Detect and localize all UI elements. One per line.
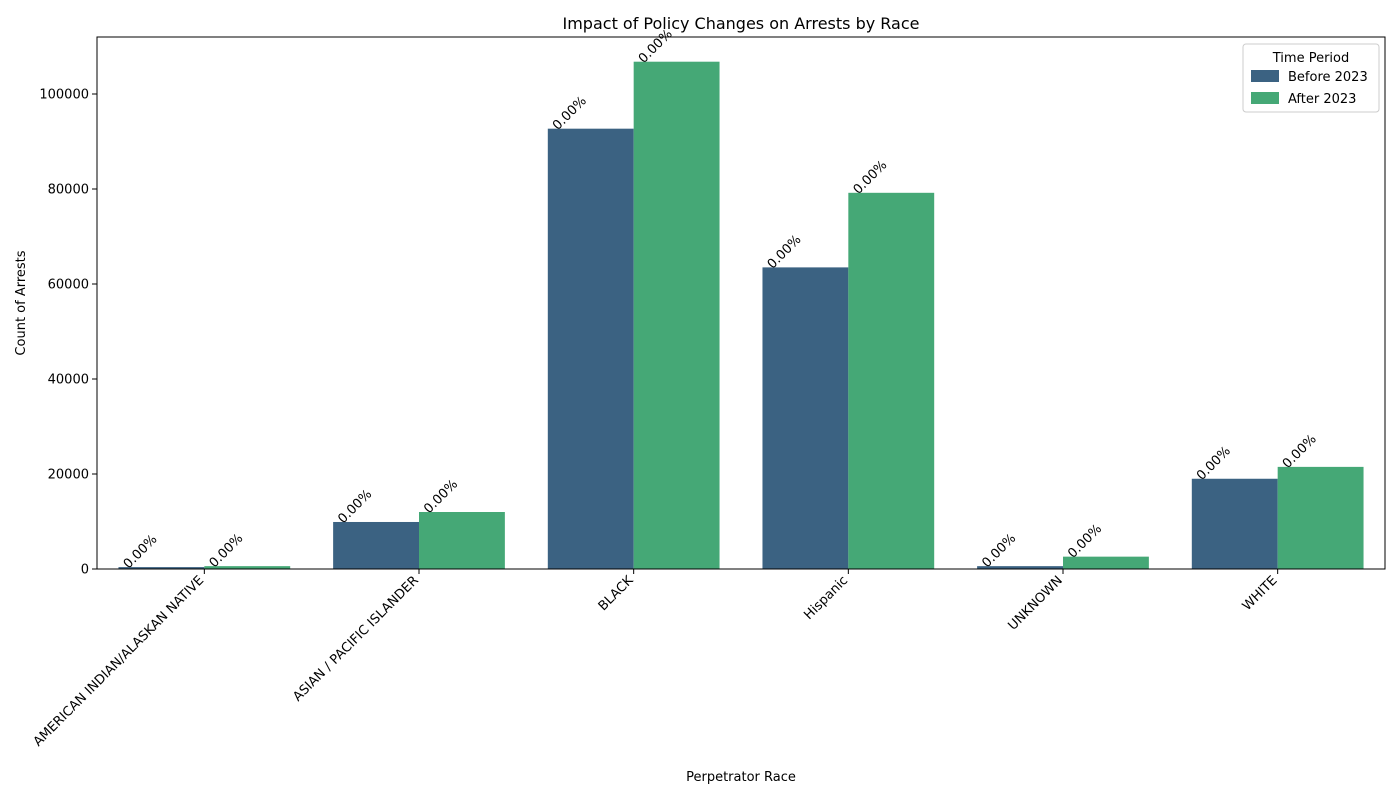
bar-value-label: 0.00% (1194, 444, 1234, 484)
y-tick-label: 60000 (48, 278, 89, 293)
legend-title: Time Period (1272, 51, 1349, 66)
x-tick-label: AMERICAN INDIAN/ALASKAN NATIVE (31, 573, 207, 749)
bar (762, 267, 849, 570)
bar (1063, 556, 1149, 569)
bar (977, 566, 1063, 569)
bar-value-label: 0.00% (851, 158, 891, 198)
y-tick-label: 40000 (48, 373, 89, 388)
bar-labels-layer: 0.00% 0.00% 0.00% 0.00% 0.00% 0.00% 0.00% 0.00%… (121, 27, 1320, 572)
bar (333, 521, 419, 569)
x-axis-label: Perpetrator Race (686, 770, 796, 785)
legend-items: Before 2023 After 2023 (1251, 70, 1368, 107)
legend-label: Before 2023 (1288, 70, 1368, 85)
bar (204, 566, 291, 569)
legend: Time Period Before 2023 After 2023 (1242, 43, 1380, 113)
bar (118, 567, 205, 569)
bars-layer (118, 61, 1364, 570)
legend-swatch (1251, 92, 1279, 104)
bar-value-label: 0.00% (1280, 432, 1320, 472)
y-tick-label: 80000 (48, 183, 89, 198)
y-tick-label: 0 (81, 563, 89, 578)
bar-value-label: 0.00% (1065, 522, 1105, 562)
bar-value-label: 0.00% (765, 232, 805, 272)
x-tick-label: UNKNOWN (1006, 573, 1066, 633)
bar (547, 128, 634, 569)
bar-value-label: 0.00% (335, 487, 375, 527)
y-axis-label: Count of Arrests (14, 250, 29, 355)
legend-swatch (1251, 70, 1279, 82)
bar (848, 192, 935, 570)
x-axis: AMERICAN INDIAN/ALASKAN NATIVE ASIAN / PA… (31, 569, 1281, 750)
bar-value-label: 0.00% (421, 477, 461, 517)
y-tick-label: 20000 (48, 468, 89, 483)
x-tick-label: Hispanic (801, 573, 851, 623)
x-tick-label: BLACK (596, 573, 637, 614)
x-tick-label: WHITE (1240, 573, 1281, 614)
bar-value-label: 0.00% (979, 531, 1019, 571)
bar (419, 512, 505, 569)
bar-value-label: 0.00% (121, 532, 161, 572)
plot-frame (96, 36, 1386, 570)
legend-label: After 2023 (1288, 92, 1356, 107)
y-axis: 0 20000 40000 60000 80000 100000 (39, 88, 97, 578)
chart-title: Impact of Policy Changes on Arrests by R… (563, 14, 920, 33)
y-tick-label: 100000 (39, 88, 89, 103)
bar (1277, 466, 1364, 570)
x-tick-label: ASIAN / PACIFIC ISLANDER (290, 573, 421, 704)
bar-value-label: 0.00% (550, 94, 590, 134)
bar (633, 61, 720, 569)
bar (1191, 478, 1278, 569)
bar-value-label: 0.00% (207, 531, 247, 571)
